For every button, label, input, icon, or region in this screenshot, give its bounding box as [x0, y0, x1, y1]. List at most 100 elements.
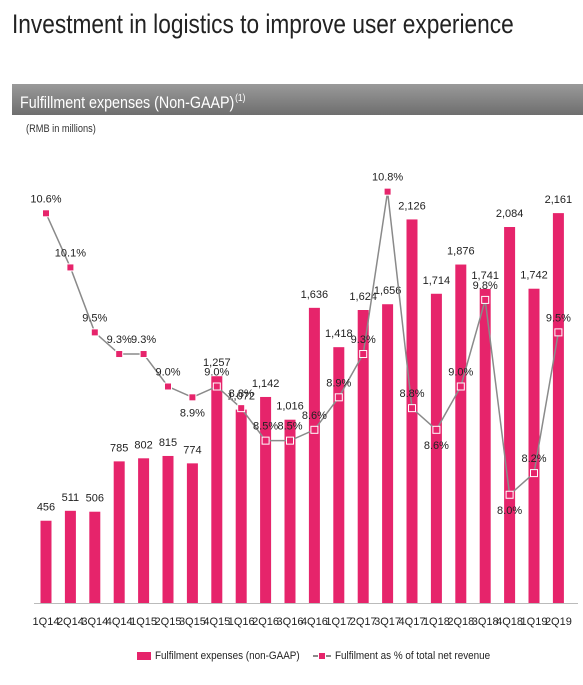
legend-label-expenses: Fulfilment expenses (non-GAAP) [155, 650, 300, 663]
percent-marker-4Q18 [505, 490, 514, 499]
percent-marker-1Q16 [237, 404, 246, 413]
percent-marker-2Q17 [359, 350, 368, 359]
section-title: Fulfillment expenses (Non-GAAP)(1) [20, 88, 245, 114]
x-tick-1Q14: 1Q14 [33, 616, 60, 628]
bar-3Q14 [89, 511, 101, 603]
bar-3Q16 [284, 419, 296, 603]
units-note: (RMB in millions) [26, 123, 96, 135]
section-title-text: Fulfillment expenses (Non-GAAP) [20, 93, 235, 112]
percent-marker-1Q17 [334, 393, 343, 402]
x-tick-4Q14: 4Q14 [106, 616, 133, 628]
x-tick-2Q15: 2Q15 [155, 616, 182, 628]
percent-marker-2Q15 [164, 382, 172, 391]
x-tick-1Q19: 1Q19 [521, 616, 548, 628]
bar-label-4Q15: 1,257 [203, 357, 231, 369]
bar-3Q18 [479, 288, 491, 603]
percent-marker-1Q18 [432, 425, 441, 434]
bar-label-1Q15: 802 [134, 439, 152, 451]
bar-label-2Q15: 815 [159, 437, 177, 449]
x-tick-3Q14: 3Q14 [81, 616, 108, 628]
bar-label-4Q16: 1,636 [301, 289, 329, 301]
bar-3Q17 [382, 304, 394, 603]
percent-marker-1Q15 [139, 350, 148, 359]
bar-label-3Q16: 1,016 [276, 401, 304, 413]
percent-marker-2Q16 [261, 436, 270, 445]
x-tick-3Q16: 3Q16 [277, 616, 304, 628]
bar-label-1Q19: 1,742 [520, 270, 548, 282]
percent-label-3Q16: 8.5% [277, 421, 302, 433]
bar-2Q15 [162, 455, 174, 603]
percent-markers [42, 187, 563, 499]
legend-line-swatch [313, 652, 331, 661]
percent-label-4Q14: 9.3% [107, 334, 132, 346]
x-tick-1Q17: 1Q17 [325, 616, 352, 628]
x-tick-4Q17: 4Q17 [399, 616, 426, 628]
bar-label-2Q16: 1,142 [252, 378, 280, 390]
bar-4Q18 [504, 227, 516, 604]
bar-1Q15 [138, 458, 150, 603]
percent-label-1Q19: 8.2% [521, 453, 546, 465]
percent-marker-4Q15 [212, 382, 221, 391]
percent-label-1Q17: 8.9% [326, 377, 351, 389]
bar-4Q14 [113, 461, 125, 603]
percent-label-2Q14: 10.1% [55, 247, 86, 259]
percent-label-4Q16: 8.6% [302, 410, 327, 422]
bar-label-4Q18: 2,084 [496, 208, 524, 220]
section-header-bar: Fulfillment expenses (Non-GAAP)(1) [12, 84, 583, 115]
page-title: Investment in logistics to improve user … [12, 9, 514, 39]
x-tick-4Q18: 4Q18 [496, 616, 523, 628]
percent-marker-1Q19 [530, 469, 538, 478]
bar-label-3Q14: 506 [86, 493, 104, 505]
percent-marker-2Q18 [456, 382, 465, 391]
bar-label-3Q15: 774 [183, 444, 201, 456]
legend-label-percent: Fulfilment as % of total net revenue [335, 650, 491, 663]
x-tick-2Q14: 2Q14 [57, 616, 84, 628]
legend-item-expenses: Fulfilment expenses (non-GAAP) [137, 650, 316, 662]
percent-marker-2Q19 [554, 328, 563, 337]
percent-label-4Q17: 8.8% [399, 388, 424, 400]
percent-label-2Q15: 9.0% [155, 367, 180, 379]
bar-label-3Q18: 1,741 [471, 270, 499, 282]
x-tick-3Q17: 3Q17 [374, 616, 401, 628]
percent-label-3Q14: 9.5% [82, 312, 107, 324]
bar-label-2Q14: 511 [62, 492, 80, 504]
x-tick-1Q16: 1Q16 [228, 616, 255, 628]
percent-line [45, 191, 560, 497]
bar-1Q19 [528, 288, 540, 603]
bar-label-3Q17: 1,656 [374, 285, 402, 297]
bar-1Q16 [235, 409, 247, 603]
bar-4Q16 [308, 307, 320, 603]
x-tick-4Q15: 4Q15 [203, 616, 230, 628]
percent-marker-4Q17 [408, 404, 416, 413]
percent-marker-3Q18 [481, 295, 490, 304]
percent-marker-3Q16 [286, 436, 294, 445]
bar-1Q14 [40, 520, 52, 603]
x-tick-2Q16: 2Q16 [252, 616, 279, 628]
bar-label-4Q14: 785 [110, 442, 128, 454]
bar-label-2Q18: 1,876 [447, 246, 475, 258]
percent-marker-4Q14 [115, 350, 124, 359]
percent-label-1Q14: 10.6% [30, 193, 61, 205]
percent-label-4Q18: 8.0% [497, 505, 522, 517]
x-tick-4Q16: 4Q16 [301, 616, 328, 628]
percent-label-2Q18: 9.0% [448, 367, 473, 379]
x-axis-tick-labels: 1Q142Q143Q144Q141Q152Q153Q154Q151Q162Q16… [33, 616, 572, 628]
percent-label-2Q16: 8.5% [253, 421, 278, 433]
x-tick-3Q18: 3Q18 [472, 616, 499, 628]
x-tick-1Q18: 1Q18 [423, 616, 450, 628]
percent-label-3Q15: 8.9% [180, 407, 205, 419]
percent-marker-4Q16 [310, 425, 319, 434]
percent-marker-2Q14 [66, 263, 75, 272]
percent-label-1Q16: 8.8% [229, 388, 254, 400]
x-tick-1Q15: 1Q15 [130, 616, 157, 628]
bar-1Q17 [333, 347, 345, 603]
bar-3Q15 [186, 463, 198, 603]
x-tick-2Q19: 2Q19 [545, 616, 572, 628]
footnote-marker: (1) [235, 93, 246, 104]
percent-label-3Q17: 10.8% [372, 172, 403, 184]
bar-2Q17 [357, 310, 369, 603]
percent-label-1Q15: 9.3% [131, 334, 156, 346]
bar-label-1Q18: 1,714 [423, 275, 451, 287]
legend-bar-swatch [137, 652, 151, 661]
